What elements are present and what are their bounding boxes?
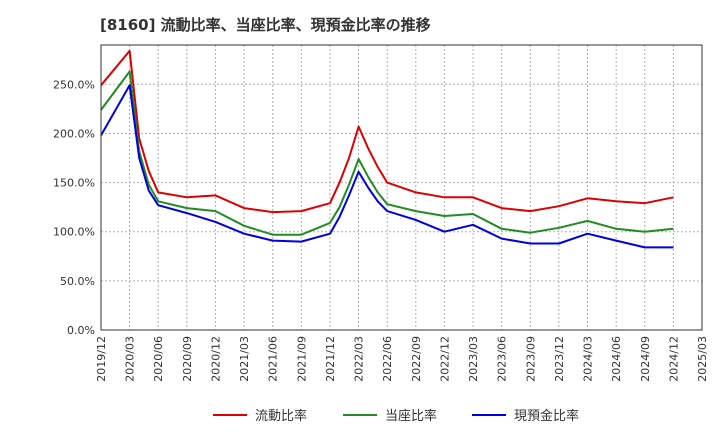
series-line-3: [100, 84, 674, 249]
y-tick-label: 50.0%: [60, 275, 95, 288]
x-tick-label: 2025/03: [696, 336, 709, 382]
x-tick-label: 2022/06: [381, 336, 394, 382]
x-tick-label: 2021/03: [238, 336, 251, 382]
legend-label-2: 当座比率: [385, 408, 437, 424]
x-tick-label: 2019/12: [95, 336, 108, 382]
x-tick-label: 2024/09: [639, 336, 652, 382]
x-tick-label: 2023/12: [553, 336, 566, 382]
x-tick-label: 2022/03: [353, 336, 366, 382]
x-tick-label: 2020/06: [152, 336, 165, 382]
x-tick-label: 2020/12: [209, 336, 222, 382]
x-tick-label: 2024/03: [582, 336, 595, 382]
y-tick-label: 150.0%: [53, 177, 95, 190]
x-tick-label: 2022/09: [410, 336, 423, 382]
chart-title: [8160] 流動比率、当座比率、現預金比率の推移: [100, 16, 431, 34]
series-line-1: [100, 49, 674, 214]
legend-label-3: 現預金比率: [514, 408, 579, 424]
series-layer: [100, 49, 674, 249]
y-axis-ticks: 0.0% 50.0% 100.0% 150.0% 200.0% 250.0%: [53, 78, 95, 337]
y-tick-label: 200.0%: [53, 127, 95, 140]
x-tick-label: 2023/09: [524, 336, 537, 382]
y-tick-label: 250.0%: [53, 78, 95, 91]
x-tick-label: 2023/03: [467, 336, 480, 382]
y-tick-label: 100.0%: [53, 226, 95, 239]
x-tick-label: 2021/09: [295, 336, 308, 382]
legend-label-1: 流動比率: [255, 408, 307, 424]
x-axis-ticks: 2019/12 2020/03 2020/06 2020/09 2020/12 2021/…: [95, 336, 709, 382]
legend: 流動比率 当座比率 現預金比率: [213, 408, 579, 424]
x-tick-label: 2023/06: [496, 336, 509, 382]
y-tick-label: 0.0%: [67, 324, 95, 337]
x-tick-label: 2024/06: [610, 336, 623, 382]
series-line-2: [100, 70, 674, 236]
x-tick-label: 2020/09: [181, 336, 194, 382]
x-tick-label: 2022/12: [438, 336, 451, 382]
x-tick-label: 2020/03: [124, 336, 137, 382]
x-tick-label: 2024/12: [667, 336, 680, 382]
plot-frame: [100, 44, 703, 331]
x-tick-label: 2021/06: [267, 336, 280, 382]
x-tick-label: 2021/12: [324, 336, 337, 382]
